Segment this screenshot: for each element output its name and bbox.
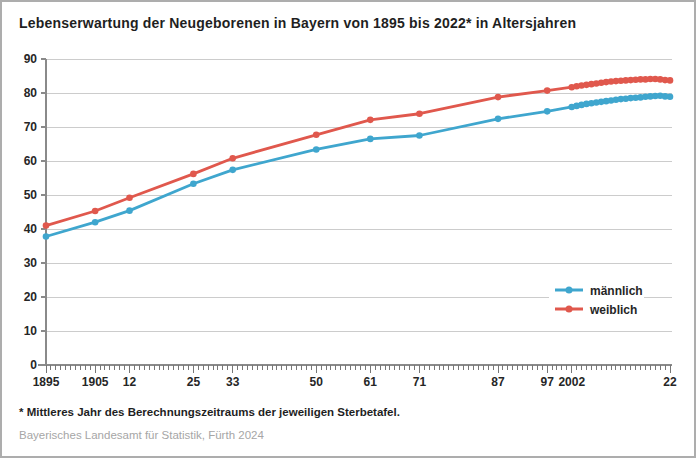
data-point-männlich xyxy=(43,233,50,240)
data-point-männlich xyxy=(416,132,423,139)
x-axis-tick-label: 97 xyxy=(540,375,554,389)
data-point-weiblich xyxy=(367,117,374,124)
series-line-männlich xyxy=(46,96,670,237)
data-point-männlich xyxy=(229,167,236,174)
data-point-weiblich xyxy=(667,77,674,84)
x-axis-tick-label: 25 xyxy=(187,375,201,389)
legend-marker xyxy=(566,306,573,313)
data-point-männlich xyxy=(126,207,133,214)
data-point-weiblich xyxy=(495,94,502,101)
x-axis-tick-label: 1905 xyxy=(82,375,109,389)
x-axis-tick-label: 71 xyxy=(413,375,427,389)
line-chart: 0 10 20 30 40 50 60 70 80 90 1895 1905 12 25 33 50 61 71 8… xyxy=(2,2,696,458)
x-axis-tick-label: 33 xyxy=(226,375,240,389)
legend-label: weiblich xyxy=(589,303,637,317)
data-point-weiblich xyxy=(126,194,133,201)
data-point-männlich xyxy=(190,180,197,187)
data-point-männlich xyxy=(667,93,674,100)
y-axis-tick-label: 60 xyxy=(24,154,38,168)
data-point-männlich xyxy=(544,108,551,115)
y-axis-tick-label: 30 xyxy=(24,256,38,270)
x-axis-tick-label: 61 xyxy=(364,375,378,389)
x-axis-tick-label: 50 xyxy=(310,375,324,389)
x-axis-tick-label: 22 xyxy=(663,375,677,389)
data-point-männlich xyxy=(92,219,99,226)
x-axis-tick-label: 12 xyxy=(123,375,137,389)
y-axis-tick-label: 90 xyxy=(24,52,38,66)
data-point-weiblich xyxy=(313,132,320,139)
data-point-weiblich xyxy=(229,155,236,162)
legend-marker xyxy=(566,287,573,294)
source-attribution: Bayerisches Landesamt für Statistik, Für… xyxy=(19,429,264,441)
y-axis-tick-label: 50 xyxy=(24,188,38,202)
data-point-männlich xyxy=(367,136,374,143)
data-point-weiblich xyxy=(92,208,99,215)
data-point-weiblich xyxy=(544,87,551,94)
x-axis-tick-label: 87 xyxy=(491,375,505,389)
data-point-männlich xyxy=(495,116,502,123)
data-point-weiblich xyxy=(416,110,423,117)
y-axis-tick-label: 70 xyxy=(24,120,38,134)
series-line-weiblich xyxy=(46,79,670,226)
data-point-männlich xyxy=(313,146,320,153)
chart-card: Lebenserwartung der Neugeborenen in Baye… xyxy=(0,0,696,458)
footnote: * Mittleres Jahr des Berechnungszeitraum… xyxy=(19,406,400,418)
data-point-weiblich xyxy=(190,171,197,178)
data-point-weiblich xyxy=(43,222,50,229)
y-axis-tick-label: 0 xyxy=(30,358,37,372)
legend-label: männlich xyxy=(590,284,643,298)
y-axis-tick-label: 80 xyxy=(24,86,38,100)
y-axis-tick-label: 40 xyxy=(24,222,38,236)
x-axis-tick-label: 2002 xyxy=(558,375,585,389)
x-axis-tick-label: 1895 xyxy=(33,375,60,389)
y-axis-tick-label: 10 xyxy=(24,324,38,338)
y-axis-tick-label: 20 xyxy=(24,290,38,304)
